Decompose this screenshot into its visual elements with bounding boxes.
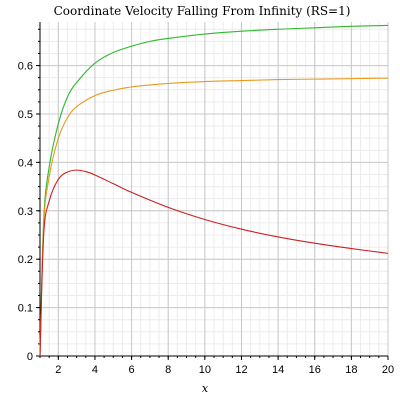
series-line-green (39, 24, 389, 357)
grid (39, 22, 389, 357)
x-tick-label: 18 (345, 364, 357, 376)
x-tick-label: 4 (92, 364, 98, 376)
tick-labels: 2 4 6 8 10 12 14 16 18 20 0 0.1 0.2 0.3 0.4 0.5 0.6 (18, 61, 394, 376)
y-tick-label: 0.3 (18, 206, 33, 218)
y-tick-label: 0.6 (18, 61, 33, 73)
series-line-red (39, 169, 389, 357)
y-tick-label: 0.5 (18, 109, 33, 121)
x-tick-label: 16 (309, 364, 321, 376)
axes (36, 22, 389, 360)
y-tick-label: 0 (27, 351, 33, 363)
x-tick-label: 20 (382, 364, 394, 376)
x-axis-label: x (202, 382, 209, 395)
series-line-orange (39, 77, 389, 357)
x-tick-label: 14 (272, 364, 284, 376)
chart-title: Coordinate Velocity Falling From Infinit… (54, 4, 351, 18)
x-tick-label: 12 (235, 364, 247, 376)
x-tick-label: 6 (129, 364, 135, 376)
x-tick-label: 8 (165, 364, 171, 376)
y-tick-label: 0.4 (18, 157, 33, 169)
y-tick-label: 0.2 (18, 254, 33, 266)
y-tick-label: 0.1 (18, 303, 33, 315)
series-lines (39, 24, 389, 357)
x-tick-label: 10 (199, 364, 211, 376)
x-tick-label: 2 (55, 364, 61, 376)
